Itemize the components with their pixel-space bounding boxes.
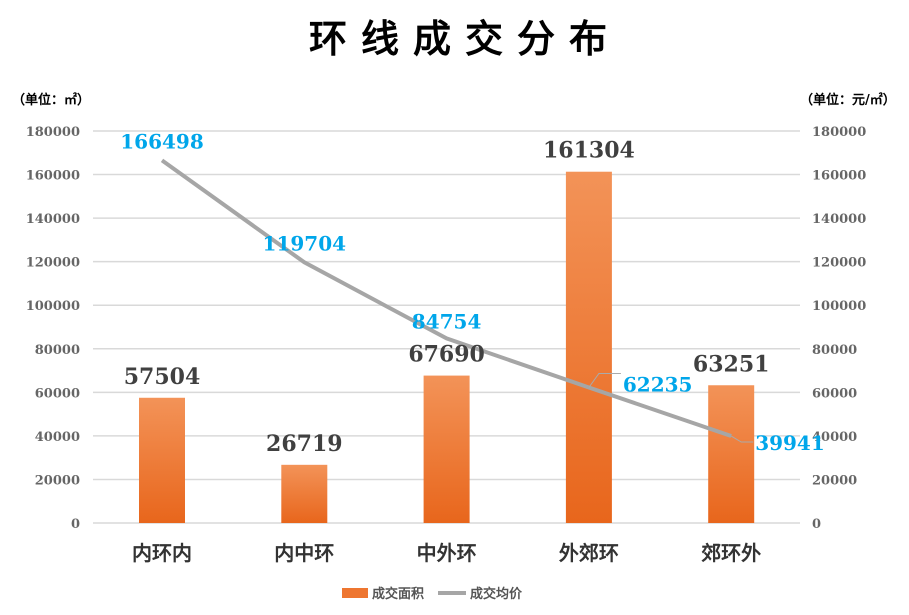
category-label: 中外环 [417,541,477,565]
category-label: 内中环 [274,541,334,565]
bar [139,397,185,523]
right-tick-label: 40000 [812,430,857,445]
legend-bar-label: 成交面积 [372,586,424,602]
legend: 成交面积 成交均价 [342,586,523,602]
right-tick-label: 100000 [812,299,866,314]
bar-data-label: 67690 [408,342,485,368]
left-tick-label: 120000 [26,256,80,271]
right-tick-label: 120000 [812,256,866,271]
line-data-label: 39941 [755,431,825,455]
left-tick-label: 20000 [35,473,80,488]
bar-data-label: 57504 [124,364,201,390]
legend-bar-swatch [342,588,368,598]
legend-line-label: 成交均价 [470,586,523,602]
right-tick-label: 180000 [812,125,866,140]
bar [281,464,328,523]
bar-data-label: 161304 [543,138,635,164]
left-tick-label: 160000 [26,169,80,184]
bar [423,375,470,523]
category-label: 郊环外 [701,541,761,565]
left-tick-label: 40000 [35,430,80,445]
left-axis-unit: （单位：㎡） [12,92,90,108]
right-tick-label: 80000 [812,343,857,358]
line-data-label: 119704 [263,231,347,255]
leader-line [588,372,621,388]
left-tick-label: 140000 [26,212,80,227]
line-data-label: 84754 [412,309,482,333]
line-data-label: 62235 [623,372,693,396]
category-label: 内环内 [132,541,192,565]
right-tick-label: 140000 [812,212,866,227]
right-tick-label: 0 [812,517,821,532]
right-tick-label: 20000 [812,473,857,488]
bar [708,385,755,523]
right-tick-label: 160000 [812,169,866,184]
left-tick-label: 80000 [35,343,80,358]
leader-line [730,435,754,443]
bar-data-label: 63251 [693,351,770,377]
line-data-label: 166498 [120,129,204,153]
bar-data-label: 26719 [266,431,343,457]
left-tick-label: 0 [71,517,80,532]
chart-title: 环线成交分布 [309,17,621,61]
left-tick-label: 60000 [35,386,80,401]
left-tick-label: 100000 [26,299,80,314]
right-tick-label: 60000 [812,386,857,401]
bar [565,171,612,523]
category-label: 外郊环 [559,541,619,565]
left-tick-label: 180000 [26,125,80,140]
right-axis-unit: （单位：元/㎡） [800,92,896,108]
